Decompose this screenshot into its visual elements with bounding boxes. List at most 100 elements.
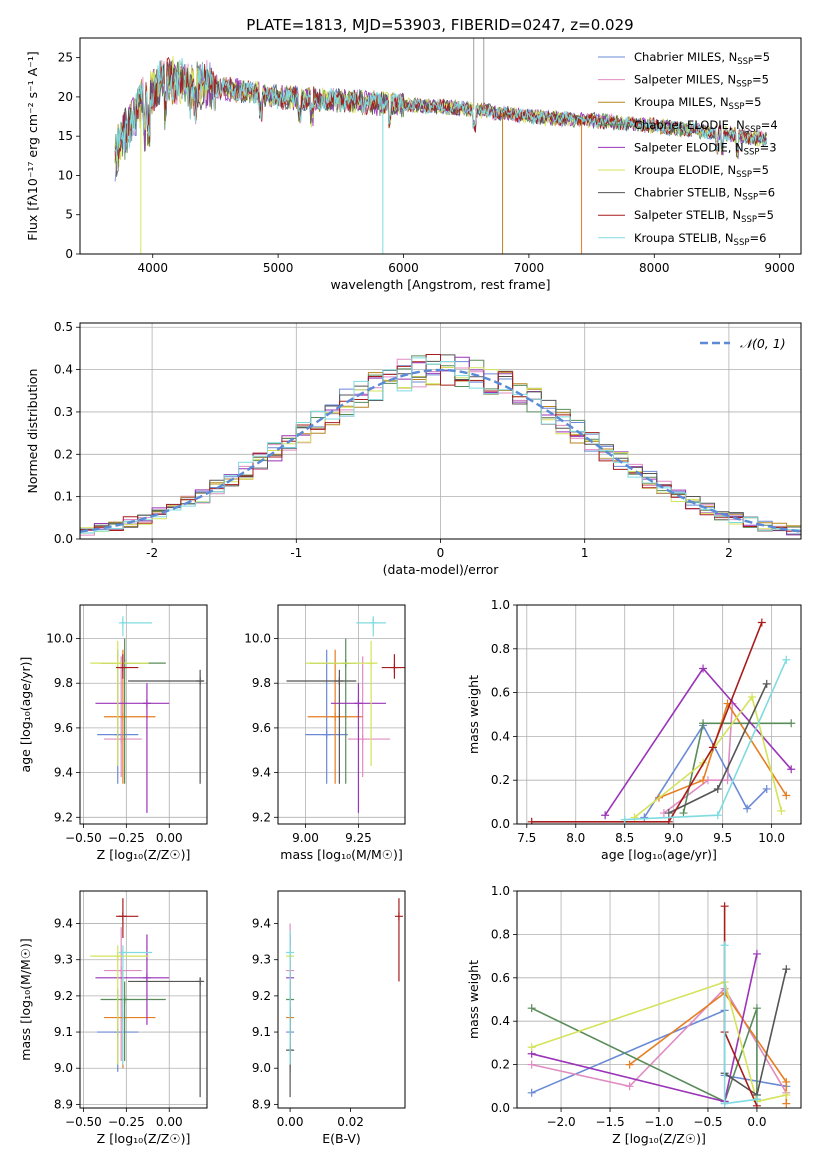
x-axis-label: mass [log₁₀(M/M☉)]	[280, 847, 402, 862]
data-point	[331, 712, 340, 721]
plot-area	[278, 605, 405, 824]
data-point	[782, 1099, 791, 1108]
tick-label: 5000	[263, 261, 294, 275]
weight-series-line	[531, 1007, 758, 1103]
data-point	[196, 676, 205, 685]
data-point	[118, 948, 127, 957]
tick-label: 0.8	[491, 927, 510, 941]
data-point	[117, 735, 126, 744]
tick-label: 1.0	[491, 884, 510, 898]
tick-label: 9.6	[252, 721, 271, 735]
tick-label: 9.4	[252, 917, 271, 931]
data-point	[527, 817, 536, 824]
data-point	[142, 699, 151, 708]
data-point	[720, 1099, 729, 1108]
tick-label: 9.0	[252, 1061, 271, 1075]
panel-mass_vs_Z: −0.50 −0.25 0.00 8.9 9.0 9.1 9.2 9.3 9.4 Z [log₁₀…	[18, 890, 208, 1146]
legend-value: =5	[744, 95, 761, 109]
tick-label: 9.25	[345, 831, 372, 845]
axes-frame	[277, 604, 406, 825]
tick-label: −0.5	[693, 1115, 722, 1129]
tick-label: 10.0	[244, 632, 271, 646]
legend-subscript: SSP	[744, 147, 760, 157]
tick-label: 10	[58, 168, 73, 182]
panel-residuals: -2 -1 0 1 2 0.0 0.1 0.2 0.3 0.4 0.5 (data-model)/er…	[25, 320, 802, 577]
plot-area	[517, 891, 801, 1108]
data-point	[630, 813, 639, 822]
tick-label: 1.0	[491, 598, 510, 612]
data-point	[748, 692, 757, 701]
data-point	[782, 791, 791, 800]
gaussian-curve	[80, 368, 801, 533]
legend-value: =5	[752, 163, 769, 177]
tick-label: 1	[581, 546, 589, 560]
tick-label: 25	[58, 51, 73, 65]
tick-label: 0.1	[54, 490, 73, 504]
tick-label: −0.50	[65, 1115, 102, 1129]
data-point	[777, 806, 786, 815]
tick-label: 8.9	[252, 1097, 271, 1111]
legend-subscript: SSP	[741, 215, 757, 225]
data-point	[527, 1004, 536, 1013]
tick-label: −1.0	[644, 1115, 673, 1129]
data-point	[743, 804, 752, 813]
tick-label: 6000	[388, 261, 419, 275]
data-point	[354, 699, 363, 708]
data-point	[620, 815, 629, 824]
data-point	[113, 659, 122, 668]
tick-label: 9.1	[252, 1025, 271, 1039]
tick-label: −0.50	[65, 831, 102, 845]
data-point	[286, 948, 295, 957]
x-axis-label: Z [log₁₀(Z/Z☉)]	[97, 847, 191, 862]
data-point	[782, 965, 791, 974]
figure-title: PLATE=1813, MJD=53903, FIBERID=0247, z=0…	[246, 16, 633, 34]
tick-label: 0.2	[491, 773, 510, 787]
legend-value: =6	[758, 186, 775, 200]
tick-label: 9.3	[252, 953, 271, 967]
tick-label: 8.9	[54, 1097, 73, 1111]
tick-label: 9.4	[54, 766, 73, 780]
tick-label: 9.0	[664, 831, 683, 845]
weight-series-line	[634, 695, 783, 819]
data-point	[640, 813, 649, 822]
weight-series-line	[531, 987, 787, 1094]
x-axis-label: E(B-V)	[322, 1131, 361, 1146]
legend-entry: Kroupa STELIB, NSSP=6	[634, 231, 766, 248]
legend-entry: Salpeter STELIB, NSSP=5	[634, 208, 774, 225]
panel-weight_vs_Z: −2.0 −1.5 −1.0 −0.5 0.0 0.0 0.2 0.4 0.6 0.8 1.0 Z […	[466, 884, 802, 1146]
plot-area	[286, 898, 403, 1098]
plot-area	[80, 605, 207, 824]
legend-entry: Salpeter ELODIE, NSSP=3	[634, 140, 777, 157]
tick-label: 9.8	[54, 676, 73, 690]
histogram-step	[80, 357, 801, 534]
panel-weight_vs_age: 7.5 8.0 8.5 9.0 9.5 10.0 0.0 0.2 0.4 0.6 0.8 1.0 age…	[466, 598, 802, 862]
y-axis-label: age [log₁₀(age/yr)]	[18, 657, 33, 773]
tick-label: 0	[437, 546, 445, 560]
data-point	[699, 719, 708, 728]
x-axis-label: Z [log₁₀(Z/Z☉)]	[612, 1131, 706, 1146]
plot-area	[80, 891, 207, 1108]
data-point	[369, 618, 378, 627]
legend: Chabrier MILES, NSSP=5 Salpeter MILES, NS…	[598, 50, 778, 248]
spectrum-line	[114, 57, 767, 162]
tick-label: 8.5	[615, 831, 634, 845]
tick-label: 5	[65, 208, 73, 222]
data-point	[394, 912, 403, 921]
legend-subscript: SSP	[736, 80, 752, 90]
panel-age_vs_Z: −0.50 −0.25 0.00 9.2 9.4 9.6 9.8 10.0 Z [log₁₀(Z…	[18, 604, 208, 862]
tick-label: 0.5	[54, 320, 73, 334]
tick-label: 9.2	[54, 989, 73, 1003]
data-point	[720, 941, 729, 950]
legend-value: =5	[752, 73, 769, 87]
x-axis-label: wavelength [Angstrom, rest frame]	[330, 277, 550, 292]
tick-label: -2	[146, 546, 158, 560]
weight-series-line	[643, 723, 768, 818]
tick-label: 10.0	[758, 831, 785, 845]
tick-label: 0.8	[491, 642, 510, 656]
y-axis-label: mass weight	[466, 675, 481, 754]
legend-value: =5	[757, 208, 774, 222]
y-axis-label: mass weight	[466, 960, 481, 1039]
tick-label: 0.4	[491, 729, 510, 743]
tick-label: 2	[725, 546, 733, 560]
